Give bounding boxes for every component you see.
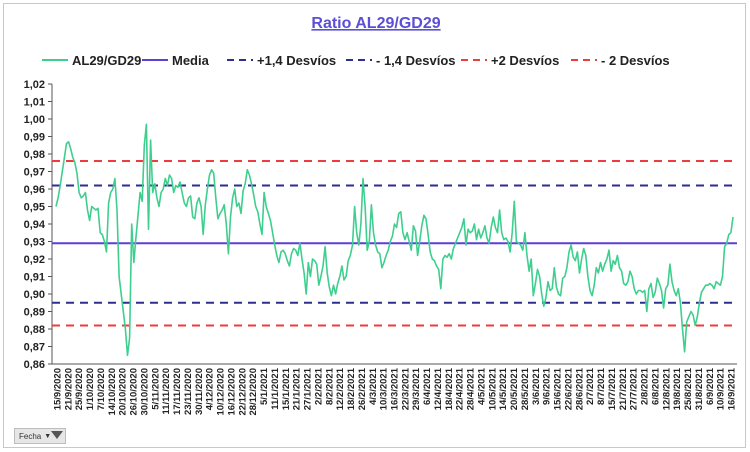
x-tick-label: 4/12/2020 [205, 368, 216, 410]
x-tick-label: 3/6/2021 [531, 367, 542, 405]
x-tick-label: 5/11/2020 [150, 368, 161, 410]
x-tick-label: 9/6/2021 [542, 367, 553, 405]
x-tick-label: 18/2/2021 [346, 367, 357, 410]
y-tick-label: 0,94 [24, 219, 46, 231]
x-tick-label: 15/7/2021 [607, 367, 618, 410]
x-tick-label: 22/6/2021 [563, 367, 574, 410]
legend-label: AL29/GD29 [72, 53, 141, 68]
legend-label: Media [172, 53, 210, 68]
x-tick-label: 25/9/2020 [74, 368, 85, 410]
x-tick-label: 23/11/2020 [183, 368, 194, 415]
x-tick-label: 10/12/2020 [216, 368, 227, 416]
y-tick-label: 0,93 [24, 237, 45, 249]
x-tick-label: 8/7/2021 [596, 367, 607, 405]
x-tick-label: 1/10/2020 [85, 368, 96, 410]
x-axis: 15/9/2020 21/9/2020 25/9/2020 1/10/2020 7/10… [52, 363, 738, 416]
x-tick-label: 2/8/2021 [640, 367, 651, 405]
y-tick-label: 0,95 [24, 202, 45, 214]
y-tick-label: 0,96 [24, 184, 45, 196]
series-line-al29-gd29 [55, 123, 734, 357]
y-tick-label: 0,90 [24, 289, 45, 301]
chart-title: Ratio AL29/GD29 [311, 15, 440, 32]
legend-label: +2 Desvíos [491, 53, 559, 68]
x-tick-label: 2/2/2021 [313, 367, 324, 405]
x-tick-label: 11/11/2020 [161, 368, 172, 415]
x-tick-label: 10/3/2021 [379, 367, 390, 410]
x-tick-label: 12/2/2021 [335, 367, 346, 410]
x-tick-label: 28/4/2021 [466, 367, 477, 410]
y-tick-label: 0,91 [24, 272, 45, 284]
x-tick-label: 4/3/2021 [368, 367, 379, 405]
x-tick-label: 16/3/2021 [390, 367, 401, 410]
x-tick-label: 28/12/2020 [248, 368, 259, 416]
x-tick-label: 22/4/2021 [455, 367, 466, 410]
y-tick-label: 0,99 [24, 132, 45, 144]
x-tick-label: 6/8/2021 [650, 367, 661, 405]
x-tick-label: 19/8/2021 [672, 367, 683, 410]
x-tick-label: 4/5/2021 [476, 367, 487, 405]
x-tick-label: 7/10/2020 [96, 368, 107, 410]
x-tick-label: 26/10/2020 [129, 368, 140, 416]
x-tick-label: 14/10/2020 [107, 368, 118, 416]
legend-label: - 1,4 Desvíos [376, 53, 456, 68]
x-tick-label: 21/7/2021 [618, 367, 629, 410]
x-tick-label: 10/9/2021 [716, 367, 727, 410]
x-tick-label: 11/1/2021 [270, 367, 281, 409]
legend-label: +1,4 Desvíos [257, 53, 336, 68]
x-tick-label: 27/1/2021 [303, 367, 314, 410]
x-tick-label: 12/8/2021 [661, 367, 672, 410]
x-tick-label: 18/4/2021 [444, 367, 455, 410]
x-tick-label: 29/3/2021 [411, 367, 422, 410]
date-filter-button[interactable]: Fecha ▼ [14, 428, 66, 444]
y-tick-label: 0,86 [24, 359, 45, 371]
x-tick-label: 5/1/2021 [259, 367, 270, 405]
y-tick-label: 1,01 [24, 97, 45, 109]
x-tick-label: 20/5/2021 [509, 367, 520, 410]
x-tick-label: 28/6/2021 [574, 367, 585, 410]
x-tick-label: 22/12/2020 [237, 368, 248, 416]
legend: AL29/GD29 Media +1,4 Desvíos - 1,4 Desvíos +… [42, 53, 670, 68]
y-tick-label: 0,89 [24, 307, 45, 319]
x-tick-label: 16/12/2020 [226, 368, 237, 416]
x-tick-label: 21/9/2020 [63, 368, 74, 410]
filter-icon [51, 431, 63, 439]
x-tick-label: 6/4/2021 [422, 367, 433, 405]
y-tick-label: 0,87 [24, 342, 45, 354]
x-tick-label: 30/11/2020 [194, 368, 205, 415]
y-tick-label: 0,92 [24, 254, 45, 266]
x-tick-label: 26/2/2021 [357, 367, 368, 410]
y-tick-label: 0,88 [24, 324, 45, 336]
x-tick-label: 21/1/2021 [292, 367, 303, 410]
x-tick-label: 27/7/2021 [629, 367, 640, 410]
series-layer [55, 123, 734, 357]
x-tick-label: 17/11/2020 [172, 368, 183, 415]
x-tick-label: 16/9/2021 [727, 367, 738, 410]
x-tick-label: 2/7/2021 [585, 367, 596, 405]
legend-label: - 2 Desvíos [601, 53, 670, 68]
x-tick-label: 15/6/2021 [553, 367, 564, 410]
chart: Ratio AL29/GD29 AL29/GD29 Media +1,4 Desví… [24, 15, 738, 416]
x-tick-label: 30/10/2020 [139, 368, 150, 416]
x-tick-label: 12/4/2021 [433, 367, 444, 410]
x-tick-label: 14/5/2021 [498, 367, 509, 410]
y-tick-label: 1,02 [24, 79, 45, 91]
x-tick-label: 31/8/2021 [694, 367, 705, 410]
y-tick-label: 1,00 [24, 114, 45, 126]
x-tick-label: 15/1/2021 [281, 367, 292, 410]
chart-frame: Ratio AL29/GD29 AL29/GD29 Media +1,4 Desví… [3, 3, 746, 448]
x-tick-label: 6/9/2021 [705, 367, 716, 405]
chevron-down-icon: ▼ [44, 432, 52, 440]
x-tick-label: 25/8/2021 [683, 367, 694, 410]
y-tick-label: 0,97 [24, 167, 45, 179]
y-axis: 0,86 0,87 0,88 0,89 0,90 0,91 0,92 0,93 0,94 0,95… [24, 79, 53, 371]
x-tick-label: 8/2/2021 [324, 367, 335, 405]
reference-lines [52, 160, 737, 327]
x-tick-label: 22/3/2021 [400, 367, 411, 410]
x-tick-label: 10/5/2021 [487, 367, 498, 410]
y-tick-label: 0,98 [24, 149, 45, 161]
x-tick-label: 28/5/2021 [520, 367, 531, 410]
x-tick-label: 15/9/2020 [52, 368, 63, 410]
date-filter-label: Fecha [19, 431, 42, 441]
x-tick-label: 20/10/2020 [118, 368, 129, 416]
